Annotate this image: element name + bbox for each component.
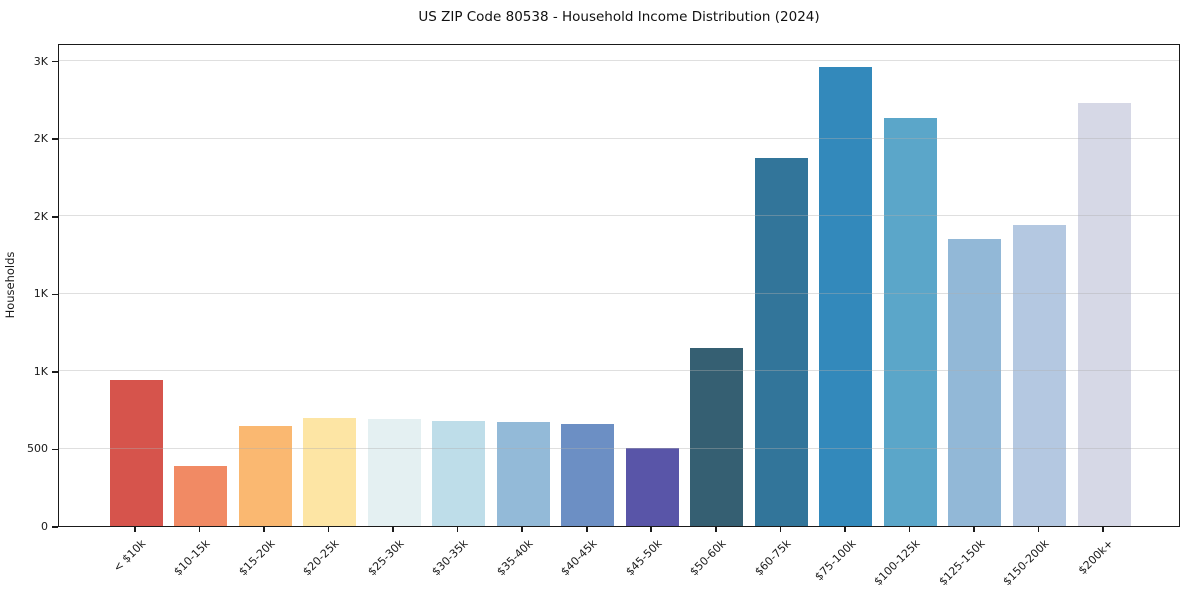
x-tick-mark bbox=[1037, 527, 1040, 532]
x-tick-label-text: $50-60k bbox=[687, 537, 729, 579]
x-tick-mark bbox=[585, 527, 588, 532]
chart-title: US ZIP Code 80538 - Household Income Dis… bbox=[418, 9, 820, 25]
bar bbox=[1077, 102, 1131, 526]
x-tick-label-text: $10-15k bbox=[171, 537, 213, 579]
gridline bbox=[59, 447, 1179, 449]
bar bbox=[625, 448, 679, 526]
y-tick-label: 0 bbox=[41, 520, 48, 533]
x-tick-label-text: $40-45k bbox=[558, 537, 600, 579]
y-tick-mark bbox=[52, 448, 58, 451]
bar bbox=[109, 380, 163, 526]
gridline bbox=[59, 60, 1179, 62]
x-tick-mark bbox=[263, 527, 265, 532]
bar bbox=[883, 118, 937, 526]
x-tick-mark bbox=[134, 527, 136, 532]
y-axis-label: Households bbox=[3, 251, 17, 319]
x-tick-mark bbox=[521, 527, 523, 532]
y-tick-mark bbox=[52, 526, 58, 528]
bar bbox=[1012, 225, 1066, 526]
x-tick-label-text: $75-100k bbox=[811, 537, 859, 584]
y-tick-label: 500 bbox=[27, 442, 48, 456]
x-tick-label-text: $150-200k bbox=[1000, 537, 1052, 589]
x-tick-label-text: < $10k bbox=[110, 537, 149, 575]
y-tick-label: 1K bbox=[33, 364, 48, 378]
x-tick-mark bbox=[908, 527, 911, 532]
y-tick-mark bbox=[52, 215, 58, 218]
y-tick-mark bbox=[52, 371, 58, 373]
bar bbox=[754, 158, 808, 526]
gridline bbox=[59, 137, 1179, 139]
bar bbox=[561, 423, 615, 526]
bar bbox=[948, 239, 1002, 526]
x-tick-mark bbox=[973, 527, 975, 532]
bar bbox=[819, 66, 873, 526]
bar bbox=[174, 465, 228, 526]
x-tick-mark bbox=[844, 527, 846, 532]
y-tick-label: 1K bbox=[33, 287, 48, 301]
x-tick-mark bbox=[327, 527, 330, 532]
x-tick-label-text: $20-25k bbox=[300, 537, 342, 579]
y-tick-mark bbox=[52, 138, 58, 141]
x-tick-mark bbox=[198, 527, 201, 532]
y-tick-mark bbox=[52, 293, 58, 296]
x-tick-label-text: $125-150k bbox=[935, 537, 988, 589]
bar bbox=[496, 422, 550, 526]
x-tick-label-text: $30-35k bbox=[429, 537, 471, 579]
bar bbox=[432, 420, 486, 526]
bar bbox=[238, 426, 292, 526]
y-tick-label: 3K bbox=[33, 54, 48, 68]
x-tick-label-text: $25-30k bbox=[365, 537, 407, 579]
gridline bbox=[59, 292, 1179, 294]
x-tick-mark bbox=[779, 527, 782, 532]
x-tick-label-text: $200k+ bbox=[1076, 537, 1117, 578]
plot-area bbox=[58, 44, 1180, 527]
y-tick-label: 2K bbox=[33, 132, 48, 146]
x-tick-label-text: $100-125k bbox=[871, 537, 923, 589]
x-tick-label-text: $60-75k bbox=[752, 537, 794, 579]
y-tick-mark bbox=[52, 60, 58, 63]
gridline bbox=[59, 370, 1179, 372]
x-tick-mark bbox=[650, 527, 653, 532]
x-tick-label-text: $15-20k bbox=[235, 537, 278, 579]
bar bbox=[303, 418, 357, 526]
gridline bbox=[59, 215, 1179, 217]
bar bbox=[367, 419, 421, 526]
x-tick-mark bbox=[456, 527, 459, 532]
x-tick-mark bbox=[392, 527, 394, 532]
x-tick-label-text: $35-40k bbox=[494, 537, 536, 579]
y-tick-label: 2K bbox=[33, 209, 48, 223]
x-tick-label-text: $45-50k bbox=[623, 537, 665, 579]
x-tick-mark bbox=[715, 527, 717, 532]
bar bbox=[690, 347, 744, 526]
x-tick-mark bbox=[1102, 527, 1104, 532]
